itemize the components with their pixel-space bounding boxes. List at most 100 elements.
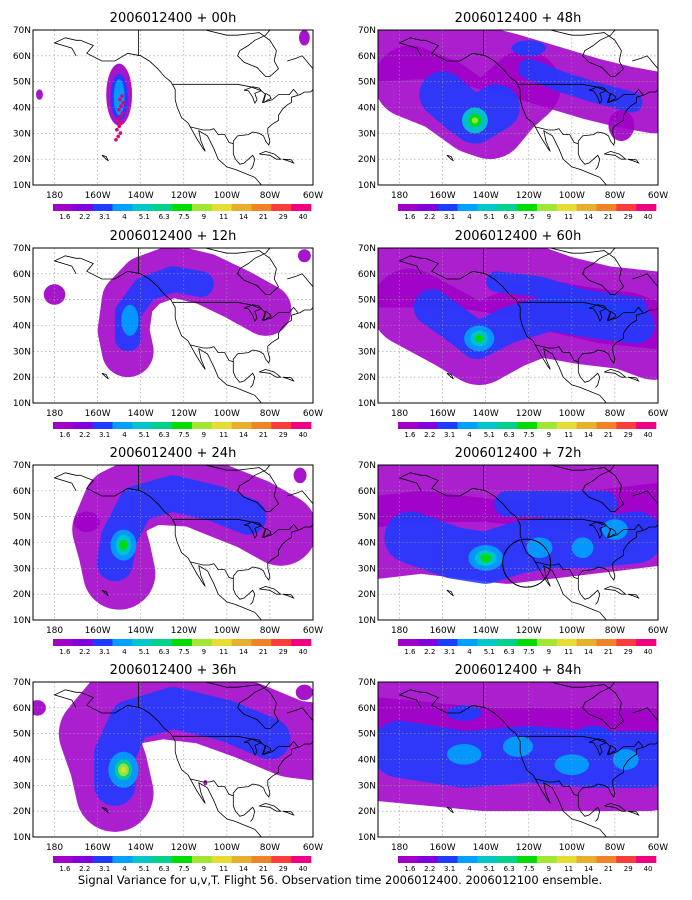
map-area: [33, 465, 313, 620]
colorbar-swatch: [191, 856, 213, 863]
colorbar-swatch: [152, 204, 173, 211]
colorbar-swatch: [536, 422, 558, 429]
colorbar-swatch: [172, 639, 193, 646]
colorbar-label: 6.3: [504, 865, 515, 873]
variance-contour: [295, 684, 313, 701]
lat-tick-label: 40N: [358, 104, 376, 114]
map-frame: [32, 681, 314, 838]
colorbar-swatch: [398, 639, 419, 646]
colorbar-label: 9: [547, 213, 551, 221]
map-area: [378, 465, 658, 620]
variance-field: [43, 248, 311, 378]
colorbar-swatch: [536, 204, 558, 211]
colorbar-label: 2.2: [79, 865, 90, 873]
colorbar-swatch: [152, 639, 173, 646]
variance-contour: [36, 89, 43, 100]
variance-band: [486, 271, 647, 318]
colorbar-label: 2.2: [79, 213, 90, 221]
colorbar-swatch: [477, 422, 498, 429]
colorbar-swatch: [417, 639, 438, 646]
colorbar-label: 9: [202, 865, 206, 873]
lon-tick-label: 80W: [260, 843, 280, 853]
lat-tick-label: 20N: [13, 590, 31, 600]
lon-tick-label: 60W: [303, 626, 323, 636]
colorbar-swatch: [517, 856, 538, 863]
lat-lon-grid: [33, 465, 313, 620]
coastlines: [398, 30, 658, 185]
colorbar-swatch: [457, 639, 478, 646]
coastlines: [53, 682, 313, 837]
lat-tick-label: 30N: [358, 781, 376, 791]
lat-lon-grid: [378, 248, 658, 403]
colorbar-swatch: [231, 639, 252, 646]
figure-footer-caption: Signal Variance for u,v,T. Flight 56. Ob…: [78, 873, 602, 887]
map-area: [378, 682, 658, 837]
lon-tick-label: 180: [391, 843, 408, 853]
colorbar-swatch: [636, 856, 657, 863]
colorbar-label: 40: [299, 648, 308, 656]
lat-tick-label: 40N: [358, 539, 376, 549]
map-panel: 2006012400 + 12h 70N 60N 50N 40N 30N 20N 10N 180…: [13, 229, 323, 439]
map-frame: [32, 247, 314, 404]
colorbar-swatch: [536, 856, 558, 863]
colorbar-label: 2.2: [424, 648, 435, 656]
lon-tick-label: 160W: [85, 626, 111, 636]
lat-lon-grid: [33, 248, 313, 403]
colorbar-swatch: [112, 639, 133, 646]
colorbar-label: 4: [467, 213, 472, 221]
lat-tick-label: 40N: [13, 104, 31, 114]
colorbar: 1.6 2.2 3.1 4 5.1 6.3 7.5 9 11 14 21 29 40: [398, 204, 657, 221]
lon-tick-label: 120W: [516, 191, 542, 201]
lat-tick-label: 10N: [13, 616, 31, 626]
target-region-circle: [502, 538, 552, 588]
panel-title: 2006012400 + 36h: [110, 663, 237, 678]
map-frame: [377, 29, 659, 186]
colorbar-swatch: [251, 422, 272, 429]
lat-lon-grid: [378, 682, 658, 837]
map-frame: [377, 464, 659, 621]
map-area: [33, 30, 313, 185]
lat-tick-label: 50N: [358, 296, 376, 306]
colorbar-label: 4: [122, 213, 127, 221]
lat-tick-label: 60N: [358, 270, 376, 280]
lat-tick-label: 30N: [358, 129, 376, 139]
colorbar-swatch: [72, 204, 93, 211]
lat-lon-grid: [33, 682, 313, 837]
colorbar-swatch: [536, 639, 558, 646]
lat-tick-label: 30N: [13, 781, 31, 791]
colorbar-label: 9: [547, 865, 551, 873]
colorbar-swatch: [231, 204, 252, 211]
colorbar-label: 21: [259, 213, 268, 221]
colorbar-swatch: [251, 856, 272, 863]
lat-tick-label: 50N: [13, 513, 31, 523]
colorbar-swatch: [437, 422, 458, 429]
coastlines: [53, 30, 313, 185]
lon-tick-label: 120W: [171, 409, 197, 419]
lat-tick-label: 30N: [13, 129, 31, 139]
colorbar-label: 40: [299, 431, 308, 439]
colorbar-swatch: [112, 204, 133, 211]
colorbar-label: 21: [259, 431, 268, 439]
lat-tick-label: 10N: [358, 833, 376, 843]
colorbar-swatch: [291, 204, 312, 211]
colorbar-label: 5.1: [139, 865, 150, 873]
colorbar-label: 3.1: [99, 648, 110, 656]
colorbar-swatch: [596, 856, 617, 863]
colorbar-label: 4: [122, 865, 127, 873]
colorbar-label: 11: [564, 865, 573, 873]
colorbar-swatch: [92, 422, 113, 429]
lon-tick-label: 80W: [260, 191, 280, 201]
lat-tick-label: 20N: [358, 807, 376, 817]
map-frame: [32, 29, 314, 186]
lon-tick-label: 180: [46, 626, 63, 636]
variance-contour: [297, 249, 311, 263]
lat-tick-label: 60N: [13, 487, 31, 497]
lon-tick-label: 60W: [648, 626, 668, 636]
colorbar: 1.6 2.2 3.1 4 5.1 6.3 7.5 9 11 14 21 29 40: [53, 856, 312, 873]
colorbar-label: 3.1: [99, 865, 110, 873]
lat-tick-label: 50N: [13, 296, 31, 306]
lat-tick-label: 30N: [13, 347, 31, 357]
colorbar-swatch: [271, 639, 292, 646]
colorbar-label: 11: [564, 213, 573, 221]
colorbar-swatch: [556, 639, 577, 646]
